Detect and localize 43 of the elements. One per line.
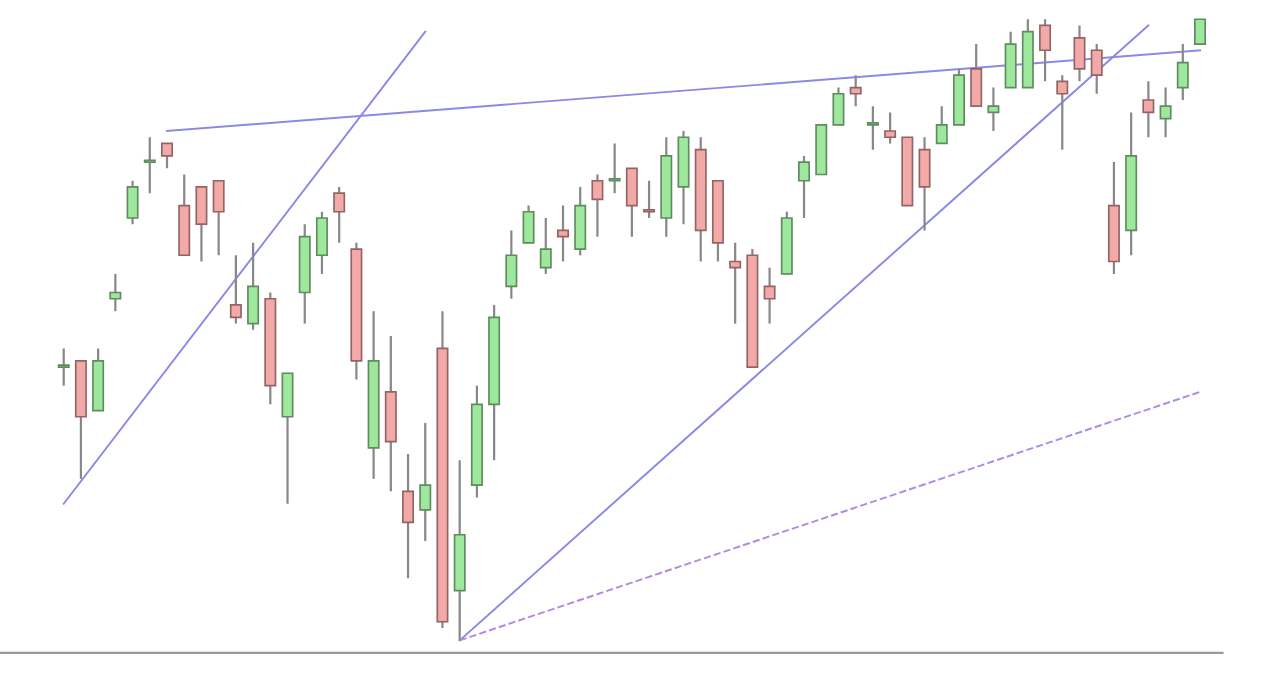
- candlestick: [591, 173, 604, 238]
- candlestick: [1142, 80, 1155, 139]
- candlestick: [505, 229, 518, 300]
- candlestick: [315, 210, 328, 276]
- candlestick: [195, 185, 208, 263]
- candlestick: [333, 185, 346, 244]
- candlestick: [1090, 42, 1103, 95]
- candlestick: [1159, 86, 1172, 139]
- candlestick: [419, 421, 432, 543]
- candlestick: [832, 86, 845, 126]
- candlestick: [729, 241, 742, 325]
- candlestick: [798, 154, 811, 220]
- candlestick: [935, 105, 948, 145]
- candlestick: [970, 42, 983, 108]
- candlestick: [884, 111, 897, 145]
- candlestick: [281, 372, 294, 505]
- candlestick: [212, 179, 225, 257]
- candlestick: [126, 179, 139, 226]
- candlestick: [161, 142, 174, 170]
- candlestick: [539, 216, 552, 276]
- candlestick: [1039, 18, 1052, 83]
- candlestick: [57, 347, 70, 387]
- candlestick: [143, 136, 156, 195]
- candlestick: [608, 142, 621, 195]
- candlestick: [1056, 74, 1069, 151]
- candlestick: [849, 74, 862, 108]
- candlestick: [643, 179, 656, 220]
- candlestick: [1073, 24, 1086, 83]
- candlestick: [987, 86, 1000, 133]
- candlestick: [556, 204, 569, 263]
- candlestick: [402, 452, 415, 580]
- candlestick: [522, 204, 535, 244]
- candlestick: [1176, 42, 1189, 102]
- candlestick: [109, 272, 122, 313]
- candlestick: [866, 105, 879, 151]
- candlestick: [1194, 18, 1207, 45]
- candlestick: [1004, 30, 1017, 89]
- candlestick: [763, 266, 776, 325]
- candlestick: [229, 254, 242, 325]
- candlestick: [918, 136, 931, 232]
- candlestick: [247, 241, 260, 331]
- candlestick: [625, 167, 638, 238]
- candlestick: [574, 185, 587, 257]
